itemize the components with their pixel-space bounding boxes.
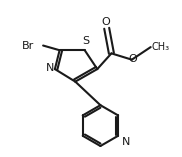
Text: O: O: [128, 54, 137, 64]
Text: CH₃: CH₃: [151, 42, 170, 52]
Text: N: N: [46, 63, 54, 73]
Text: N: N: [122, 137, 130, 147]
Text: O: O: [102, 17, 110, 27]
Text: S: S: [82, 36, 89, 46]
Text: Br: Br: [22, 41, 34, 51]
